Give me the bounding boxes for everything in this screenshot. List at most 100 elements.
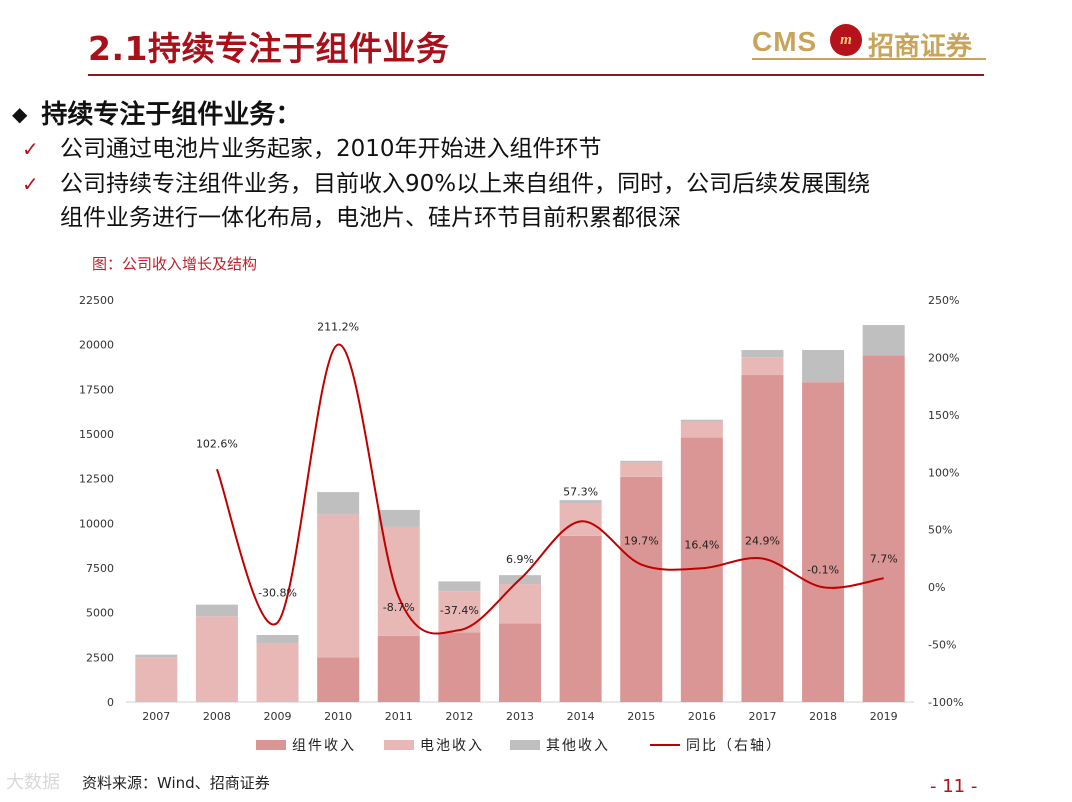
y2-tick-label: 100% [928,466,959,479]
brand-cms-text: CMS [752,26,818,57]
brand-mark-icon: m [830,24,862,56]
bar-cell [195,616,238,702]
growth-data-label: 19.7% [624,535,659,548]
y2-tick-label: -100% [928,696,963,709]
bar-module [377,635,420,702]
bar-other [680,419,723,422]
bar-module [438,632,481,702]
x-tick-label: 2011 [385,710,413,723]
growth-data-label: 24.9% [745,535,780,548]
section-heading-text: 持续专注于组件业务： [41,100,302,130]
x-tick-label: 2007 [142,710,170,723]
bar-module [862,355,905,702]
y-tick-label: 15000 [79,428,114,441]
y-tick-label: 17500 [79,383,114,396]
bar-module [741,375,784,702]
legend-swatch-module [256,740,286,750]
brand-logo: CMS m 招商证券 [752,22,988,62]
legend-label: 组件收入 [292,738,356,754]
growth-data-label: -0.1% [807,563,839,576]
bar-cell [438,591,481,633]
title-divider [88,74,984,76]
bar-cell [135,657,178,702]
y-tick-label: 0 [107,696,114,709]
x-tick-label: 2014 [567,710,595,723]
x-tick-label: 2010 [324,710,352,723]
x-tick-label: 2017 [748,710,776,723]
slide-title: 2.1持续专注于组件业务 [88,29,450,68]
bar-module [802,382,845,702]
growth-data-label: 16.4% [684,538,719,551]
source-note: 资料来源：Wind、招商证券 [82,774,270,792]
bar-cell [680,421,723,438]
bar-module [559,535,602,702]
revenue-chart: 0 2500 5000 7500 10000 12500 15000 17500 20000 22… [79,294,963,754]
y2-tick-label: 50% [928,524,952,537]
check-icon: ✓ [22,172,39,196]
bar-other [317,492,360,515]
bar-cell [559,503,602,536]
legend-swatch-cell [384,740,414,750]
bar-other [438,581,481,592]
point-2: ✓ 公司持续专注组件业务，目前收入90%以上来自组件，同时，公司后续发展围绕 [22,166,870,202]
bar-cell [620,462,663,477]
brand-underline [752,58,986,60]
bar-module [620,476,663,702]
legend-label: 电池收入 [420,738,484,754]
growth-data-label: 57.3% [563,485,598,498]
watermark: 大数据 [6,772,60,793]
point-2-text: 公司持续专注组件业务，目前收入90%以上来自组件，同时，公司后续发展围绕 [60,171,871,197]
y2-tick-label: 200% [928,351,959,364]
legend-swatch-other [510,740,540,750]
x-tick-label: 2012 [445,710,473,723]
legend-label: 同比（右轴） [686,738,782,754]
bar-cell [317,514,360,658]
point-1-text: 公司通过电池片业务起家，2010年开始进入组件环节 [60,136,602,162]
figure-title: 图：公司收入增长及结构 [92,255,258,273]
y2-tick-label: 250% [928,294,959,307]
y-tick-label: 5000 [86,607,114,620]
section-heading: ◆ 持续专注于组件业务： [12,94,301,131]
x-tick-label: 2016 [688,710,716,723]
y2-tick-label: -50% [928,639,956,652]
growth-data-label: 7.7% [870,552,898,565]
y-tick-label: 12500 [79,473,114,486]
y-tick-label: 20000 [79,339,114,352]
y-tick-label: 2500 [86,651,114,664]
point-2-continued: 组件业务进行一体化布局，电池片、硅片环节目前积累都很深 [60,205,681,231]
page-number: - 11 - [930,776,978,797]
growth-data-label: -8.7% [383,601,415,614]
bar-other [741,350,784,358]
point-1: ✓ 公司通过电池片业务起家，2010年开始进入组件环节 [22,131,602,167]
y-tick-label: 10000 [79,517,114,530]
y2-tick-label: 0% [928,581,945,594]
x-tick-label: 2015 [627,710,655,723]
bar-cell [499,584,541,624]
bar-cell [741,357,784,376]
bar-other [195,604,238,617]
growth-data-label: 6.9% [506,553,534,566]
growth-data-label: 211.2% [317,321,359,334]
x-tick-label: 2009 [264,710,292,723]
x-tick-label: 2018 [809,710,837,723]
bar-other [135,654,178,658]
growth-line [215,343,884,635]
brand-name: 招商证券 [868,32,973,62]
bar-other [802,350,845,383]
x-tick-label: 2013 [506,710,534,723]
bar-module [499,623,541,702]
y2-tick-label: 150% [928,409,959,422]
legend-label: 其他收入 [546,738,610,754]
check-icon: ✓ [22,137,39,161]
growth-data-label: -30.8% [258,587,297,600]
growth-data-label: 102.6% [196,437,238,450]
y-tick-label: 22500 [79,294,114,307]
bar-cell [256,643,299,702]
growth-data-label: -37.4% [440,604,479,617]
bar-other [862,325,905,356]
bar-module [317,657,360,702]
x-tick-label: 2008 [203,710,231,723]
bar-other [559,500,602,504]
bar-other [620,460,663,463]
x-tick-label: 2019 [870,710,898,723]
